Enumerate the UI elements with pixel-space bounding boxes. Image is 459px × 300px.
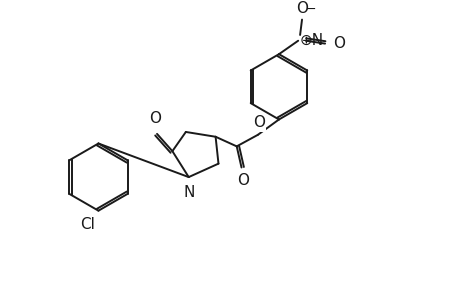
Text: N: N bbox=[183, 185, 194, 200]
Text: ⊕N: ⊕N bbox=[299, 33, 324, 48]
Text: O: O bbox=[252, 115, 264, 130]
Text: O: O bbox=[332, 36, 344, 51]
Text: O: O bbox=[237, 173, 249, 188]
Text: Cl: Cl bbox=[79, 218, 95, 232]
Text: O: O bbox=[296, 1, 308, 16]
Text: O: O bbox=[149, 111, 161, 126]
Text: −: − bbox=[305, 2, 315, 16]
